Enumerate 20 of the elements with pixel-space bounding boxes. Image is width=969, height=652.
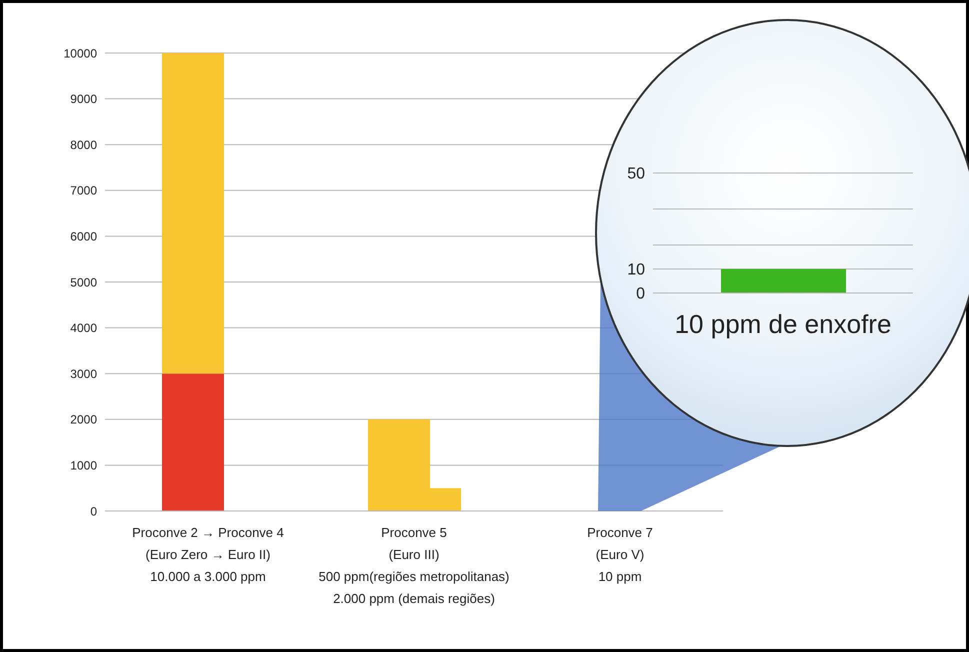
y-tick-label: 5000	[70, 275, 98, 290]
bar	[162, 374, 224, 511]
y-tick-label: 3000	[70, 366, 98, 381]
y-tick-label: 9000	[70, 92, 98, 106]
y-tick-label: 8000	[70, 138, 98, 152]
bar	[162, 53, 224, 374]
y-tick-label: 6000	[70, 229, 98, 244]
annotation: 10 ppm de enxofre	[674, 309, 892, 340]
y-tick-label: 1000	[70, 458, 98, 472]
y-tick-label: 2000	[70, 412, 98, 427]
y-tick-label: 10	[627, 262, 646, 279]
y-tick-label: 10000	[64, 46, 98, 60]
y-tick-label: 4000	[70, 321, 98, 336]
y-tick-label: 0	[636, 286, 646, 303]
y-tick-label: 0	[90, 504, 98, 518]
y-tick-label: 50	[627, 166, 646, 183]
y-tick-label: 7000	[70, 184, 98, 198]
x-tick-label: Proconve 7 (Euro V) 10 ppm	[587, 525, 653, 584]
x-tick-label: Proconve 2 → Proconve 4 (Euro Zero → Euro II) 10.000 a 3.000 ppm	[132, 525, 284, 584]
x-tick-label: Proconve 5 (Euro III) 500 ppm(regiões metropolitanas) 2.000 ppm (demais regiões)	[318, 525, 510, 606]
